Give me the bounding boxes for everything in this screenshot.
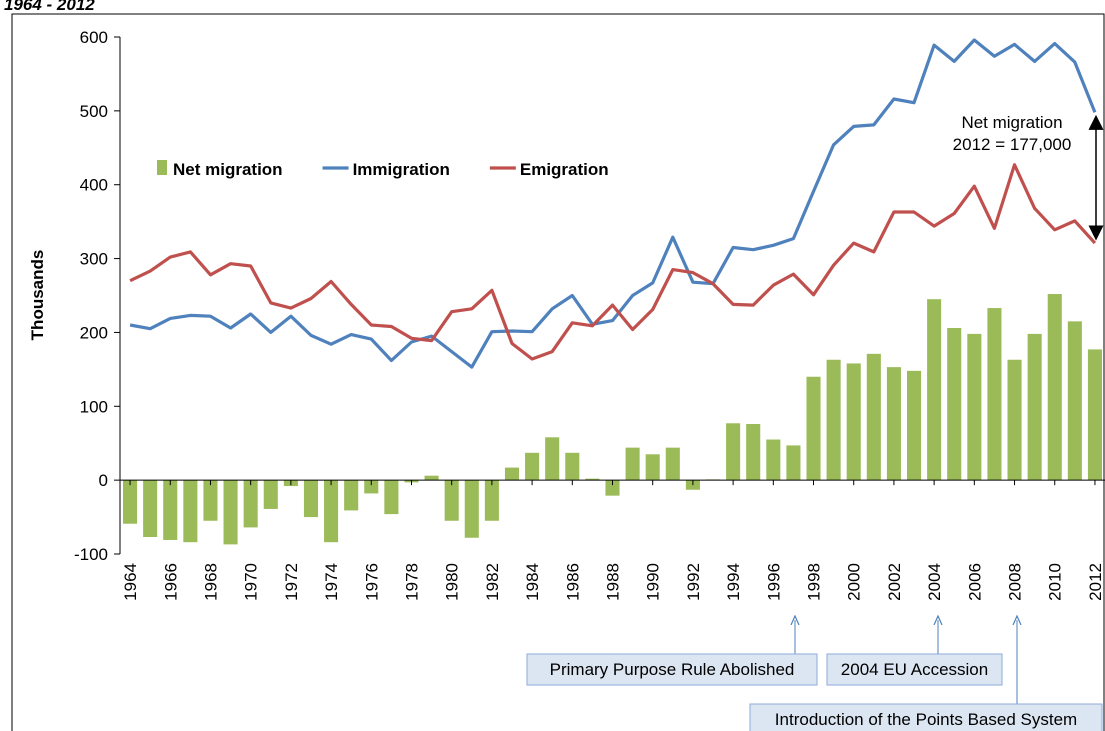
bar [143,480,158,538]
bar [484,480,499,521]
y-tick-label: 200 [80,323,108,342]
y-tick-label: 0 [99,471,108,490]
bar [364,480,379,494]
x-tick-label: 1998 [805,563,824,601]
y-axis-label: Thousands [28,250,47,341]
x-tick-label: 1996 [764,563,783,601]
bar [504,467,520,481]
x-tick-label: 1978 [402,563,421,601]
x-tick-label: 2002 [885,563,904,601]
bar [303,480,319,518]
bar [987,308,1002,481]
bar [1047,294,1062,481]
bar [866,353,881,481]
bar [645,454,660,481]
callout-label: 2004 EU Accession [841,660,988,679]
bar [525,452,540,481]
legend-swatch [157,160,167,175]
bar [163,480,178,540]
bar [344,480,359,511]
bar [806,376,821,481]
bar [324,480,339,543]
x-tick-label: 1992 [684,563,703,601]
bar [826,359,841,481]
bar [444,480,459,521]
bar [585,478,600,481]
bar [263,480,278,509]
y-tick-label: 600 [80,28,108,47]
x-tick-label: 1982 [483,563,502,601]
x-tick-label: 1988 [604,563,623,601]
bar [223,480,238,545]
bar [424,475,439,481]
bar [203,480,218,521]
bar [746,424,761,481]
bar [846,363,861,481]
callout-label: Primary Purpose Rule Abolished [550,660,795,679]
x-tick-label: 1976 [362,563,381,601]
bar [545,437,560,481]
x-tick-label: 1984 [523,563,542,601]
bar [243,480,258,528]
x-tick-label: 1974 [322,563,341,601]
x-tick-label: 2010 [1046,563,1065,601]
callout-box [826,653,1003,686]
line [129,38,1097,369]
bar [1067,321,1082,481]
y-tick-label: 500 [80,102,108,121]
x-tick-label: 2000 [845,563,864,601]
x-tick-label: 2008 [1006,563,1025,601]
x-tick-label: 1980 [443,563,462,601]
bar [906,370,922,481]
bar [766,439,781,481]
bar [605,480,620,496]
bar [1027,333,1042,481]
x-tick-label: 1970 [242,563,261,601]
net-note: Net migration [961,113,1062,132]
legend-label: Immigration [353,160,450,179]
bar [565,452,580,481]
bar [886,367,901,481]
x-tick-label: 1968 [201,563,220,601]
x-tick-label: 1990 [644,563,663,601]
x-tick-label: 1966 [161,563,180,601]
bar [967,333,982,481]
y-tick-label: 100 [80,397,108,416]
bar [384,480,399,515]
bar [1087,349,1102,481]
bar [726,423,741,481]
legend-label: Emigration [520,160,609,179]
bar [947,327,962,481]
bar [123,480,138,524]
bar [183,480,198,543]
bar [464,480,479,538]
callout-box [526,653,818,686]
bar [665,447,680,481]
net-note: 2012 = 177,000 [953,135,1072,154]
x-tick-label: 2012 [1086,563,1105,601]
x-tick-label: 1986 [563,563,582,601]
x-tick-label: 2004 [925,563,944,601]
x-tick-label: 1964 [121,563,140,601]
x-tick-label: 1994 [724,563,743,601]
line [129,163,1097,361]
bar [927,299,942,481]
plot-frame [11,13,1105,731]
callout-box [749,703,1103,731]
y-tick-label: 300 [80,250,108,269]
y-tick-label: -100 [74,545,108,564]
y-tick-label: 400 [80,176,108,195]
legend-label: Net migration [173,160,283,179]
bar [1007,359,1022,481]
x-tick-label: 1972 [282,563,301,601]
callout-label: Introduction of the Points Based System [775,710,1077,729]
chart-title: 1964 - 2012 [4,0,95,14]
bar [625,447,640,481]
x-tick-label: 2006 [965,563,984,601]
bar [786,445,801,481]
